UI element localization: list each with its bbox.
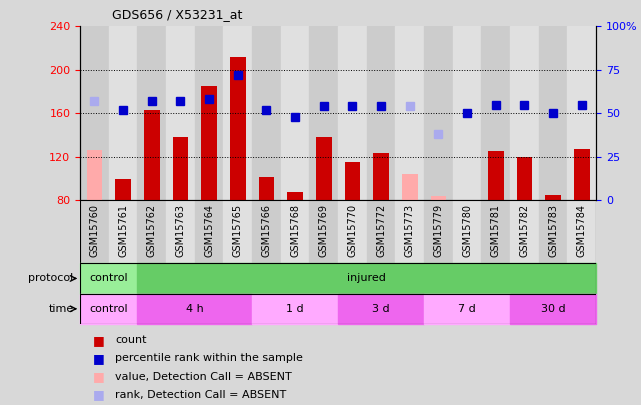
Bar (539, 200, 567, 263)
Text: ■: ■ (93, 370, 104, 383)
Bar (481, 26, 510, 200)
Bar (109, 26, 137, 200)
Bar (488, 151, 504, 200)
Text: GSM15784: GSM15784 (577, 204, 587, 257)
Text: 30 d: 30 d (541, 304, 565, 314)
Text: GSM15772: GSM15772 (376, 204, 386, 257)
Bar (373, 153, 389, 200)
Text: GSM15780: GSM15780 (462, 204, 472, 257)
Bar (510, 200, 539, 263)
Bar (574, 149, 590, 200)
Text: 1 d: 1 d (287, 304, 304, 314)
Bar (80, 294, 137, 324)
Text: GSM15766: GSM15766 (262, 204, 271, 257)
Bar (115, 179, 131, 200)
Text: GSM15782: GSM15782 (519, 204, 529, 257)
Bar (338, 200, 367, 263)
Text: GSM15765: GSM15765 (233, 204, 243, 257)
Text: GDS656 / X53231_at: GDS656 / X53231_at (112, 8, 242, 21)
Bar (424, 26, 453, 200)
Bar (424, 200, 453, 263)
Bar (517, 157, 532, 200)
Bar (545, 195, 561, 200)
Text: value, Detection Call = ABSENT: value, Detection Call = ABSENT (115, 372, 292, 382)
Bar (195, 26, 224, 200)
Text: ■: ■ (93, 352, 104, 365)
Text: GSM15781: GSM15781 (491, 204, 501, 257)
Bar (195, 200, 224, 263)
Text: injured: injured (347, 273, 387, 283)
Bar (402, 174, 418, 200)
Bar (481, 200, 510, 263)
Text: time: time (49, 304, 74, 314)
Bar (453, 26, 481, 200)
Text: GSM15783: GSM15783 (548, 204, 558, 257)
Bar (109, 200, 137, 263)
Bar (287, 192, 303, 200)
Text: rank, Detection Call = ABSENT: rank, Detection Call = ABSENT (115, 390, 287, 400)
Bar (316, 137, 331, 200)
Text: GSM15770: GSM15770 (347, 204, 358, 257)
Bar (424, 294, 510, 324)
Bar (510, 26, 539, 200)
Text: control: control (90, 273, 128, 283)
Bar (201, 86, 217, 200)
Text: GSM15779: GSM15779 (433, 204, 444, 257)
Bar (252, 200, 281, 263)
Bar (224, 200, 252, 263)
Bar (345, 162, 360, 200)
Text: GSM15763: GSM15763 (176, 204, 185, 257)
Bar (367, 200, 395, 263)
Text: GSM15760: GSM15760 (90, 204, 99, 257)
Bar (87, 150, 103, 200)
Bar (137, 294, 252, 324)
Text: GSM15773: GSM15773 (405, 204, 415, 257)
Bar (224, 26, 252, 200)
Bar (252, 294, 338, 324)
Bar (281, 200, 310, 263)
Bar (230, 57, 246, 200)
Bar (144, 110, 160, 200)
Bar (567, 200, 596, 263)
Bar (166, 26, 195, 200)
Bar (172, 137, 188, 200)
Bar (137, 26, 166, 200)
Bar (137, 263, 596, 294)
Bar (80, 26, 109, 200)
Bar (367, 26, 395, 200)
Bar (258, 177, 274, 200)
Text: GSM15769: GSM15769 (319, 204, 329, 257)
Text: GSM15761: GSM15761 (118, 204, 128, 257)
Text: percentile rank within the sample: percentile rank within the sample (115, 354, 303, 363)
Text: ■: ■ (93, 388, 104, 401)
Text: control: control (90, 304, 128, 314)
Bar (137, 200, 166, 263)
Text: 7 d: 7 d (458, 304, 476, 314)
Bar (310, 26, 338, 200)
Bar (80, 263, 137, 294)
Bar (510, 294, 596, 324)
Bar (252, 26, 281, 200)
Text: 3 d: 3 d (372, 304, 390, 314)
Bar (80, 200, 109, 263)
Bar (453, 200, 481, 263)
Bar (166, 200, 195, 263)
Text: protocol: protocol (28, 273, 74, 283)
Text: 4 h: 4 h (186, 304, 204, 314)
Text: GSM15764: GSM15764 (204, 204, 214, 257)
Text: count: count (115, 335, 147, 345)
Bar (338, 294, 424, 324)
Bar (395, 200, 424, 263)
Bar (431, 196, 446, 200)
Text: GSM15768: GSM15768 (290, 204, 300, 257)
Text: ■: ■ (93, 334, 104, 347)
Bar (310, 200, 338, 263)
Bar (539, 26, 567, 200)
Bar (395, 26, 424, 200)
Bar (338, 26, 367, 200)
Bar (567, 26, 596, 200)
Text: GSM15762: GSM15762 (147, 204, 157, 257)
Bar (281, 26, 310, 200)
